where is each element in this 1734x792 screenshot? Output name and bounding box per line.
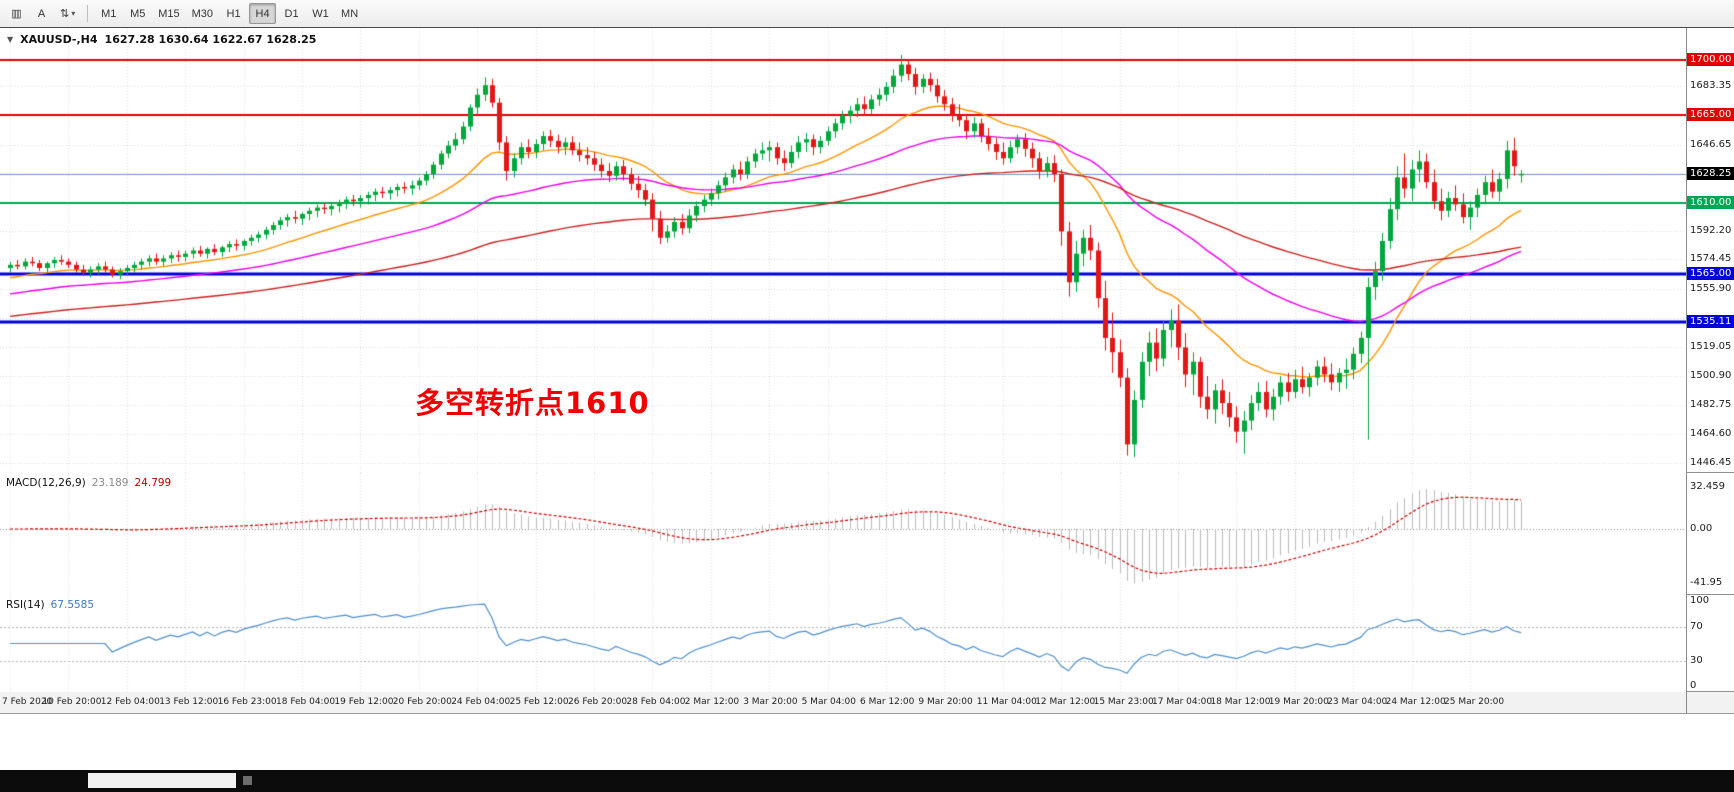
macd-canvas[interactable]	[0, 473, 1686, 595]
price-axis-label: 1519.05	[1690, 341, 1732, 353]
macd-name: MACD(12,26,9)	[6, 477, 86, 489]
macd-label: MACD(12,26,9) 23.189 24.799	[6, 477, 171, 489]
timeframe-m30[interactable]: M30	[187, 3, 218, 24]
rsi-canvas[interactable]	[0, 595, 1686, 692]
symbol-label: XAUUSD-,H4	[20, 33, 98, 46]
macd-main-value: 23.189	[91, 477, 129, 489]
ohlc-values: 1627.28 1630.64 1622.67 1628.25	[104, 33, 317, 46]
price-axis-label: 1482.75	[1690, 399, 1732, 411]
rsi-axis-label: 30	[1690, 654, 1703, 666]
text-tool-icon: A	[37, 7, 46, 20]
rsi-name: RSI(14)	[6, 599, 45, 611]
time-axis-label: 15 Mar 23:00	[1093, 697, 1154, 707]
time-axis-label: 23 Mar 04:00	[1327, 697, 1388, 707]
main-chart-panel: 1683.35 1646.65 1592.20 1574.45 1555.90 1519.…	[0, 28, 1734, 473]
timeframe-h1[interactable]: H1	[220, 3, 247, 24]
chart-annotation: 多空转折点1610	[415, 386, 650, 420]
time-axis-label: 25 Feb 12:00	[509, 697, 569, 707]
rsi-panel: 100 70 30 0 RSI(14) 67.5585	[0, 595, 1734, 692]
price-axis-label: 1464.60	[1690, 427, 1732, 439]
rsi-axis-label: 70	[1690, 620, 1703, 632]
time-axis-label: 18 Feb 04:00	[276, 697, 336, 707]
taskbar-window-button[interactable]	[88, 773, 236, 788]
toolbar: ▥ A ⇅ ▾ M1 M5 M15 M30 H1 H4 D1 W1 MN	[0, 0, 1734, 28]
price-axis-label: 1446.45	[1690, 456, 1732, 468]
time-axis-corner	[1686, 692, 1734, 713]
price-tag: 1665.00	[1687, 108, 1734, 122]
time-axis-label: 10 Feb 20:00	[42, 697, 102, 707]
time-axis-label: 13 Feb 12:00	[159, 697, 219, 707]
time-axis-label: 2 Mar 12:00	[684, 697, 740, 707]
price-tag: 1700.00	[1687, 52, 1734, 66]
macd-axis: 32.459 0.00 -41.95	[1686, 473, 1734, 594]
toolbar-separator	[87, 5, 89, 22]
time-axis-label: 9 Mar 20:00	[918, 697, 973, 707]
price-axis-label: 1555.90	[1690, 282, 1732, 294]
time-axis-label: 12 Feb 04:00	[100, 697, 160, 707]
timeframe-mn[interactable]: MN	[336, 3, 363, 24]
time-axis-label: 3 Mar 20:00	[743, 697, 798, 707]
time-axis-label: 26 Feb 20:00	[568, 697, 628, 707]
time-axis-label: 24 Feb 04:00	[451, 697, 511, 707]
price-tag: 1565.00	[1687, 267, 1734, 281]
price-tag: 1535.11	[1687, 314, 1734, 328]
rsi-axis-label: 100	[1690, 595, 1710, 606]
macd-signal-value: 24.799	[134, 477, 172, 489]
time-axis-label: 18 Mar 12:00	[1210, 697, 1271, 707]
time-axis-label: 25 Mar 20:00	[1444, 697, 1505, 707]
rsi-value: 67.5585	[50, 599, 95, 611]
time-axis-label: 16 Feb 23:00	[217, 697, 277, 707]
price-tag: 1628.25	[1687, 166, 1734, 180]
timeframe-w1[interactable]: W1	[307, 3, 334, 24]
time-axis-label: 20 Feb 20:00	[392, 697, 452, 707]
chart-title: ▼ XAUUSD-,H4 1627.28 1630.64 1622.67 162…	[7, 33, 316, 46]
window-margin	[0, 714, 1734, 770]
rsi-label: RSI(14) 67.5585	[6, 599, 94, 611]
tick-scale-icon: ⇅	[60, 8, 70, 20]
time-axis-label: 19 Mar 20:00	[1268, 697, 1329, 707]
chart-profile-button[interactable]: ▥	[5, 3, 28, 24]
time-axis-label: 12 Mar 12:00	[1035, 697, 1096, 707]
macd-axis-label: -41.95	[1690, 577, 1723, 589]
bottom-taskbar	[0, 770, 1734, 792]
price-axis-label: 1646.65	[1690, 138, 1732, 150]
main-chart-canvas[interactable]	[0, 28, 1686, 473]
macd-axis-label: 0.00	[1690, 523, 1713, 534]
price-tag: 1610.00	[1687, 195, 1734, 209]
time-axis-label: 17 Mar 04:00	[1152, 697, 1213, 707]
time-axis-label: 24 Mar 12:00	[1385, 697, 1446, 707]
rsi-axis-label: 0	[1690, 680, 1697, 691]
taskbar-icon[interactable]	[243, 776, 252, 785]
price-axis-label: 1500.90	[1690, 370, 1732, 382]
rsi-axis: 100 70 30 0	[1686, 595, 1734, 691]
timeframe-d1[interactable]: D1	[278, 3, 305, 24]
timeframe-m1[interactable]: M1	[95, 3, 122, 24]
time-axis-label: 5 Mar 04:00	[801, 697, 856, 707]
time-axis[interactable]: 7 Feb 2020 10 Feb 20:00 12 Feb 04:00 13 Feb…	[0, 692, 1734, 714]
timeframe-m15[interactable]: M15	[153, 3, 184, 24]
macd-axis-label: 32.459	[1690, 480, 1725, 492]
time-axis-label: 6 Mar 12:00	[860, 697, 915, 707]
price-axis-label: 1574.45	[1690, 253, 1732, 265]
chart-profile-icon: ▥	[11, 8, 22, 20]
price-axis: 1683.35 1646.65 1592.20 1574.45 1555.90 1519.…	[1686, 28, 1734, 472]
macd-panel: 32.459 0.00 -41.95 MACD(12,26,9) 23.189 24…	[0, 473, 1734, 595]
time-axis-label: 7 Feb 2020	[2, 697, 53, 707]
timeframe-m5[interactable]: M5	[124, 3, 151, 24]
time-axis-label: 11 Mar 04:00	[976, 697, 1037, 707]
time-axis-label: 28 Feb 04:00	[626, 697, 686, 707]
timeframe-h4[interactable]: H4	[249, 3, 277, 24]
price-axis-label: 1592.20	[1690, 225, 1732, 237]
text-tool-button[interactable]: A	[30, 3, 53, 24]
price-axis-label: 1683.35	[1690, 80, 1732, 92]
collapse-arrow-icon: ▼	[7, 35, 14, 44]
chevron-down-icon: ▾	[71, 9, 76, 18]
tick-scale-button[interactable]: ⇅ ▾	[55, 3, 80, 24]
time-axis-label: 19 Feb 12:00	[334, 697, 394, 707]
